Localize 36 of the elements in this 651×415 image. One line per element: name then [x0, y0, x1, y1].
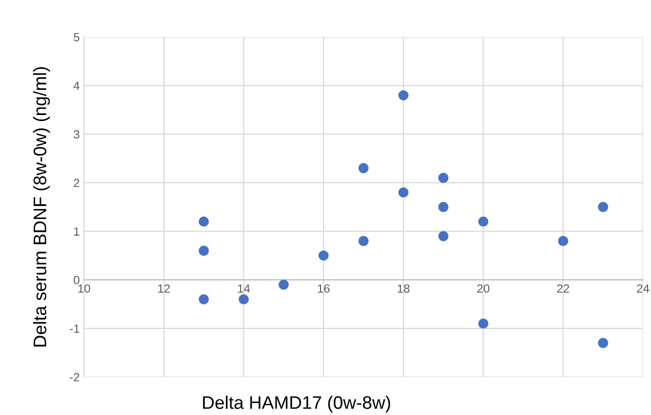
point: [558, 236, 568, 246]
x-tick-label: 18: [398, 284, 410, 293]
x-tick-label: 16: [318, 284, 330, 293]
point: [478, 216, 488, 227]
x-tick-label: 22: [557, 284, 570, 293]
point: [438, 172, 448, 183]
point: [358, 236, 369, 246]
point: [598, 338, 608, 348]
y-tick-label: 1: [74, 227, 80, 236]
point: [198, 246, 209, 256]
point: [438, 231, 448, 242]
x-tick-label: 12: [158, 284, 170, 293]
x-axis-title: Delta HAMD17 (0w-8w): [203, 396, 390, 413]
point: [478, 318, 488, 329]
point: [598, 202, 608, 212]
x-tick-label: 10: [78, 284, 90, 293]
point: [318, 250, 329, 261]
y-tick-label: 3: [74, 130, 80, 139]
point: [278, 280, 289, 290]
point: [398, 90, 409, 100]
point: [198, 294, 209, 304]
point: [238, 294, 249, 304]
y-tick-label: -2: [70, 373, 80, 382]
y-tick-label: -1: [70, 324, 80, 333]
x-tick-label: 24: [637, 284, 650, 293]
x-tick-label: 20: [477, 284, 490, 293]
y-tick-label: 5: [74, 33, 80, 42]
point: [198, 216, 209, 227]
y-axis-title: Delta serum BDNF (8w-0w) (ng/ml): [33, 67, 50, 346]
x-tick-label: 14: [238, 284, 250, 293]
y-tick-label: 0: [74, 276, 80, 284]
y-tick-label: 4: [74, 82, 80, 90]
point: [358, 163, 369, 174]
point: [438, 202, 448, 212]
y-tick-label: 2: [74, 178, 80, 187]
point: [398, 187, 409, 198]
